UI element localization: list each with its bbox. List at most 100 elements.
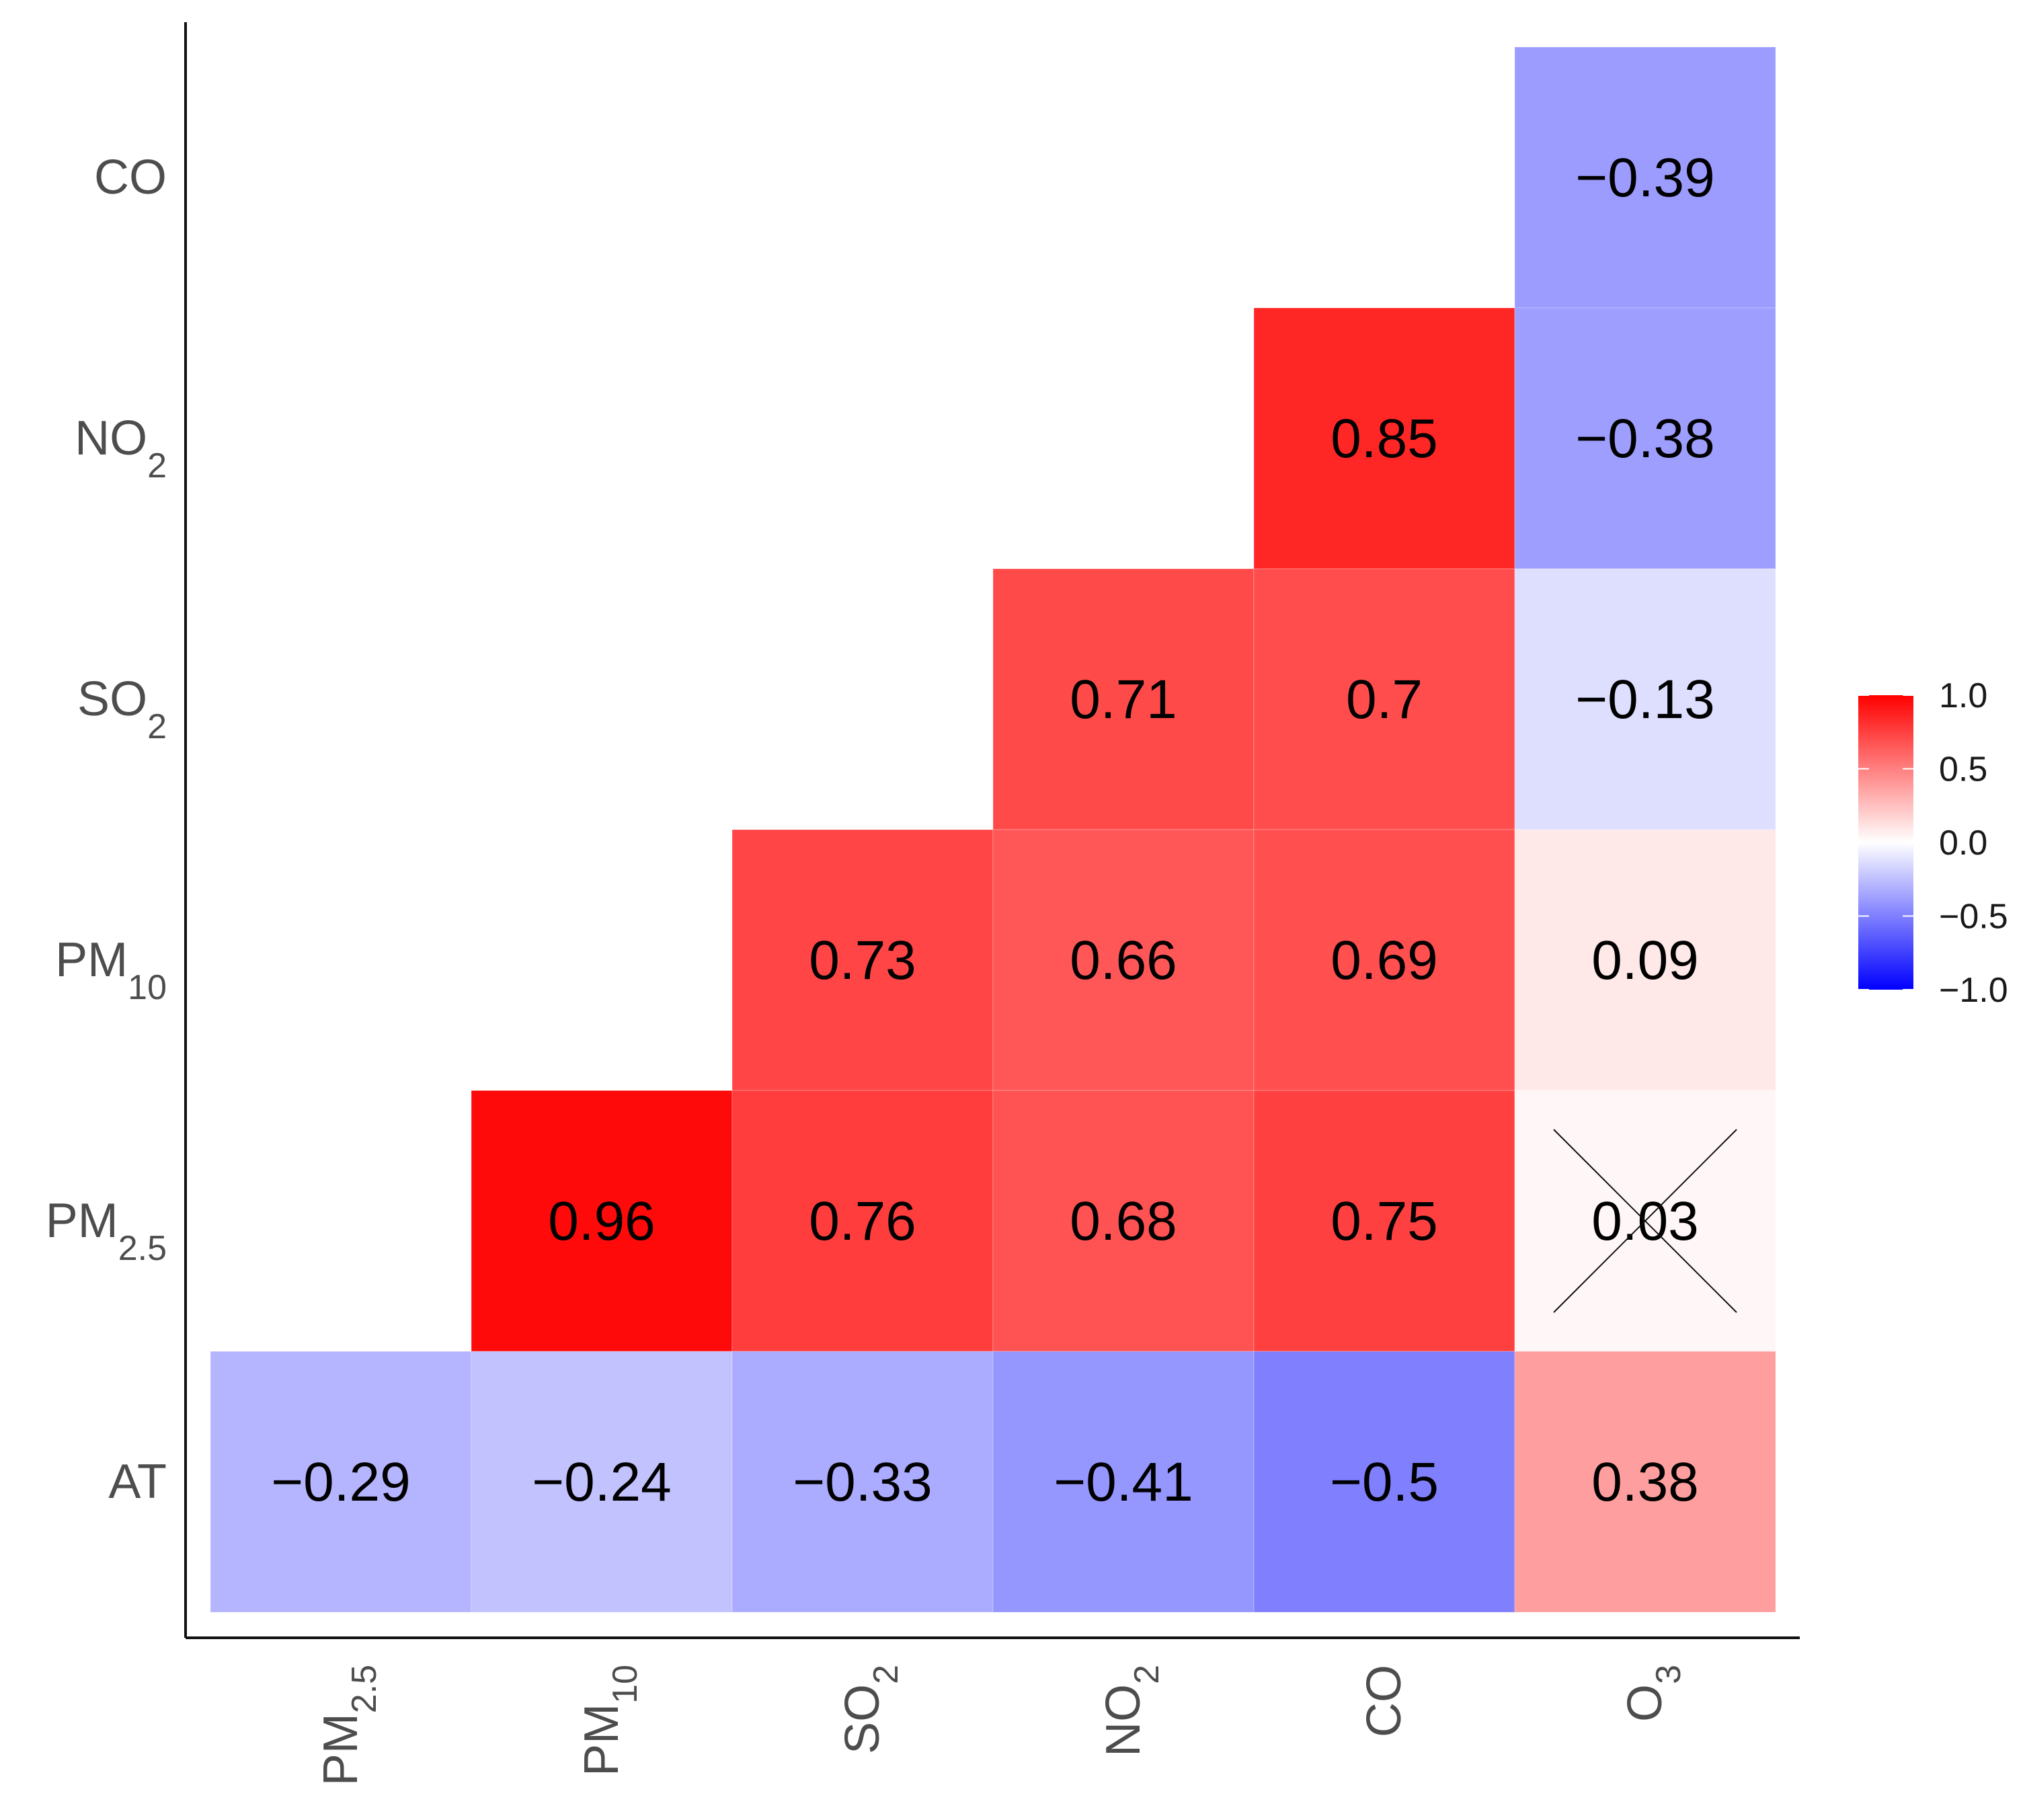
heatmap-cell-pm10-so2: 0.73: [731, 829, 994, 1091]
heatmap-cell-value: 0.38: [1591, 1452, 1699, 1513]
heatmap-cell-at-co: −0.5: [1253, 1351, 1515, 1613]
heatmap-cell-at-so2: −0.33: [731, 1351, 994, 1613]
y-axis-label-subscript: 10: [128, 968, 167, 1007]
x-axis-label-base: PM: [575, 1704, 629, 1776]
x-axis-label-subscript: 2: [867, 1665, 906, 1684]
heatmap-cell-at-pm10: −0.24: [471, 1351, 733, 1613]
heatmap-cell-value: 0.7: [1346, 669, 1423, 730]
heatmap-cell-co-o3: −0.39: [1514, 46, 1776, 309]
colorbar-tick-label-1-0: 1.0: [1939, 676, 1987, 715]
heatmap-cell-rect: [471, 1351, 733, 1613]
heatmap-cell-value: −0.29: [271, 1452, 410, 1513]
heatmap-cell-rect: [210, 1351, 472, 1613]
heatmap-cell-pm10-no2: 0.66: [992, 829, 1255, 1091]
heatmap-cell-value: −0.41: [1054, 1452, 1193, 1513]
heatmap-cell-value: 0.66: [1070, 930, 1177, 991]
x-axis-label-base: SO: [836, 1684, 889, 1754]
heatmap-cell-value: 0.85: [1331, 408, 1438, 469]
heatmap-cell-value: −0.5: [1330, 1452, 1439, 1513]
colorbar-tick-label-1-0: −1.0: [1939, 971, 2008, 1010]
heatmap-cell-value: 0.96: [548, 1191, 656, 1252]
heatmap-cell-at-o3: 0.38: [1514, 1351, 1776, 1613]
heatmap-cell-rect: [1253, 307, 1515, 569]
y-axis-label-base: SO: [77, 672, 147, 726]
x-axis-label-base: NO: [1097, 1684, 1150, 1757]
x-axis-label-base: CO: [1357, 1665, 1411, 1737]
heatmap-cell-rect: [731, 829, 994, 1091]
heatmap-cell-value: −0.33: [793, 1452, 932, 1513]
heatmap-cell-so2-o3: −0.13: [1514, 568, 1776, 830]
heatmap-cell-at-pm2-5: −0.29: [210, 1351, 472, 1613]
heatmap-cell-value: 0.75: [1331, 1191, 1438, 1252]
heatmap-cell-value: −0.38: [1575, 408, 1714, 469]
heatmap-cell-pm2-5-co: 0.75: [1253, 1090, 1515, 1352]
heatmap-cell-value: 0.76: [809, 1191, 916, 1252]
x-axis-label-base: O: [1618, 1684, 1672, 1722]
y-axis-label-pm10: PM10: [55, 933, 167, 1007]
x-axis-label-so2: SO2: [836, 1665, 906, 1754]
heatmap-cell-rect: [731, 1351, 994, 1613]
heatmap-cell-rect: [1253, 568, 1515, 830]
heatmap-cell-rect: [1514, 568, 1776, 830]
heatmap-cell-no2-o3: −0.38: [1514, 307, 1776, 569]
colorbar-tick-label-0-5: 0.5: [1939, 750, 1987, 789]
heatmap-cell-rect: [1514, 46, 1776, 309]
x-axis-label-o3: O3: [1618, 1665, 1688, 1722]
heatmap-cell-pm10-co: 0.69: [1253, 829, 1515, 1091]
heatmap-cell-rect: [992, 1090, 1255, 1352]
heatmap-cell-value: −0.13: [1575, 669, 1714, 730]
heatmap-cell-pm2-5-o3: 0.03: [1514, 1090, 1776, 1352]
significance-cross-icon-line-2: [1553, 1129, 1737, 1313]
colorbar-legend: 1.0 0.5 0.0 −0.5 −1.0: [1858, 676, 2008, 1010]
x-axis-label-pm10: PM10: [575, 1665, 645, 1776]
y-axis-label-base: CO: [94, 151, 167, 204]
y-axis-label-subscript: 2: [147, 707, 167, 746]
heatmap-cells-layer: −0.39 0.85 −0.38 0.71 0.7 −0.13 0.73 0.66 0.69 0.…: [210, 46, 1776, 1613]
x-axis-label-pm2-5: PM2.5: [314, 1665, 384, 1786]
heatmap-cell-rect: [992, 1351, 1255, 1613]
y-axis-label-so2: SO2: [77, 672, 167, 746]
heatmap-cell-so2-no2: 0.71: [992, 568, 1255, 830]
colorbar-tick-label-0-0: 0.0: [1939, 824, 1987, 863]
y-axis-label-subscript: 2.5: [118, 1229, 167, 1268]
x-axis-label-subscript: 3: [1649, 1665, 1688, 1684]
x-axis-label-subscript: 10: [606, 1665, 645, 1704]
y-axis-label-at: AT: [108, 1455, 167, 1509]
heatmap-cell-value: 0.68: [1070, 1191, 1177, 1252]
heatmap-cell-rect: [992, 829, 1255, 1091]
heatmap-cell-rect: [1514, 829, 1776, 1091]
heatmap-cell-at-no2: −0.41: [992, 1351, 1255, 1613]
heatmap-cell-pm10-o3: 0.09: [1514, 829, 1776, 1091]
colorbar-tick-label-0-5: −0.5: [1939, 898, 2008, 937]
x-axis-label-base: PM: [314, 1713, 368, 1786]
heatmap-cell-rect: [992, 568, 1255, 830]
y-axis-label-subscript: 2: [147, 446, 167, 485]
x-axis-label-co: CO: [1357, 1665, 1411, 1737]
heatmap-cell-pm2-5-pm10: 0.96: [471, 1090, 733, 1352]
heatmap-cell-value: 0.69: [1331, 930, 1438, 991]
heatmap-cell-rect: [1514, 1351, 1776, 1613]
y-axis-label-pm2-5: PM2.5: [46, 1194, 167, 1268]
heatmap-cell-pm2-5-no2: 0.68: [992, 1090, 1255, 1352]
heatmap-cell-value: 0.09: [1591, 930, 1699, 991]
heatmap-cell-value: −0.24: [532, 1452, 671, 1513]
heatmap-cell-value: 0.71: [1070, 669, 1177, 730]
x-axis-label-subscript: 2.5: [345, 1665, 384, 1713]
y-axis-label-base: PM: [46, 1194, 118, 1248]
heatmap-cell-rect: [1253, 1090, 1515, 1352]
heatmap-cell-value: 0.73: [809, 930, 916, 991]
x-axis-label-no2: NO2: [1097, 1665, 1166, 1757]
heatmap-cell-no2-co: 0.85: [1253, 307, 1515, 569]
y-axis-label-base: AT: [108, 1455, 167, 1509]
y-axis-label-base: NO: [75, 411, 147, 465]
heatmap-cell-rect: [731, 1090, 994, 1352]
heatmap-cell-so2-co: 0.7: [1253, 568, 1515, 830]
heatmap-cell-pm2-5-so2: 0.76: [731, 1090, 994, 1352]
y-axis-label-co: CO: [94, 151, 167, 204]
heatmap-cell-rect: [1514, 307, 1776, 569]
y-axis-label-no2: NO2: [75, 411, 167, 485]
heatmap-cell-value: −0.39: [1575, 147, 1714, 208]
